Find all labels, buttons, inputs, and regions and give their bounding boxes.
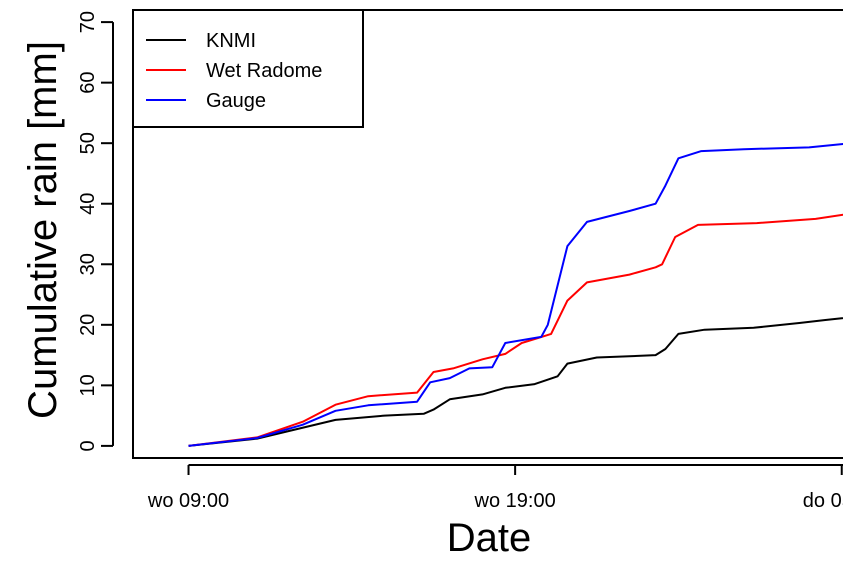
plot-frame: [132, 9, 843, 459]
legend: KNMI Wet Radome Gauge: [132, 9, 364, 128]
series-line-gauge: [188, 143, 843, 447]
y-axis-title: Cumulative rain [mm]: [21, 41, 65, 419]
y-tick-label-40: 40: [77, 193, 99, 215]
series-line-knmi: [188, 317, 843, 447]
legend-box: [132, 9, 364, 128]
y-tick-label-10: 10: [77, 374, 99, 396]
series-line-wet-radome: [188, 213, 843, 447]
x-tick-label-1: wo 19:00: [474, 490, 556, 512]
y-axis: 0 10 20 30 40 50 60 70: [77, 11, 114, 451]
legend-label-wet-radome: Wet Radome: [206, 60, 322, 82]
y-tick-label-60: 60: [77, 72, 99, 94]
x-axis-title: Date: [447, 516, 532, 560]
x-tick-label-0: wo 09:00: [147, 490, 229, 512]
y-tick-label-20: 20: [77, 314, 99, 336]
y-tick-label-70: 70: [77, 11, 99, 33]
legend-label-gauge: Gauge: [206, 90, 266, 112]
y-tick-label-50: 50: [77, 132, 99, 154]
series-layer: [188, 143, 843, 447]
y-tick-label-30: 30: [77, 253, 99, 275]
y-tick-label-0: 0: [77, 440, 99, 451]
legend-label-knmi: KNMI: [206, 30, 256, 52]
x-tick-label-2: do 05:00: [803, 490, 843, 512]
